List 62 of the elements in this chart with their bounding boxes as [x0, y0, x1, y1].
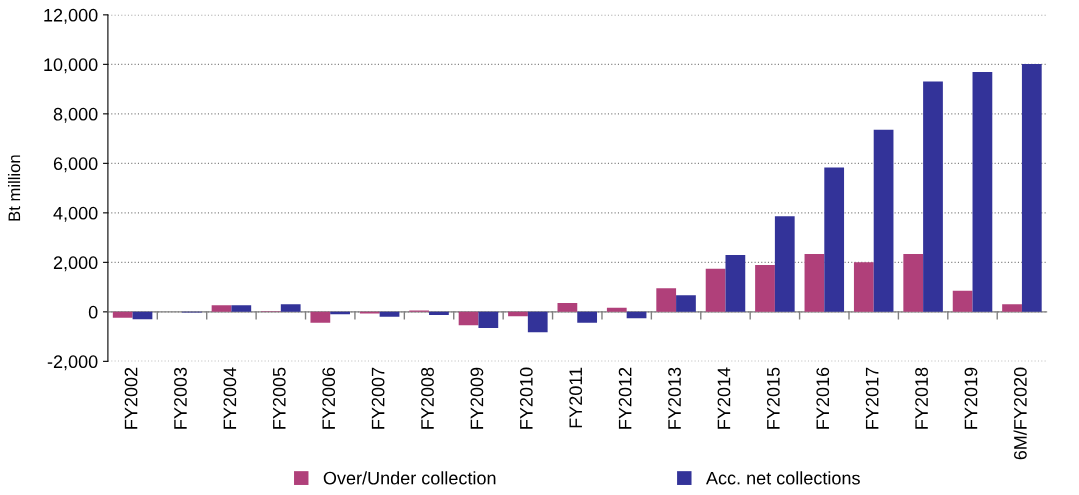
bar — [577, 311, 598, 323]
bar — [903, 253, 924, 312]
bar — [557, 302, 578, 312]
bar — [132, 311, 153, 320]
legend-label: Acc. net collections — [706, 471, 860, 485]
bar — [458, 311, 479, 326]
y-tick-label: 0 — [88, 305, 98, 319]
bar — [429, 311, 449, 316]
x-tick-label: FY2012 — [618, 367, 632, 429]
bar — [705, 268, 726, 312]
legend-label: Over/Under collection — [323, 471, 496, 485]
y-tick-label: 8,000 — [53, 107, 98, 123]
bar — [804, 253, 825, 312]
x-tick-label: FY2006 — [322, 367, 336, 429]
bar — [606, 307, 627, 312]
y-tick-label: -2,000 — [47, 355, 98, 371]
x-tick-label: FY2002 — [124, 367, 138, 429]
bar — [626, 311, 647, 319]
y-tick-label: 12,000 — [44, 8, 98, 24]
y-tick-label: 4,000 — [53, 206, 98, 222]
bar — [873, 129, 894, 312]
bar — [211, 305, 232, 312]
y-axis-title: Bt million — [7, 155, 21, 221]
x-tick-label: FY2007 — [371, 367, 385, 429]
bar — [656, 288, 677, 312]
bar — [1002, 304, 1022, 312]
x-tick-label: FY2009 — [470, 367, 484, 429]
bar — [112, 311, 133, 318]
x-tick-label: FY2017 — [865, 367, 879, 429]
x-tick-label: FY2016 — [816, 367, 830, 429]
bar — [853, 262, 874, 312]
bar — [725, 254, 746, 312]
bar — [379, 311, 400, 317]
y-tick-label: 6,000 — [53, 157, 98, 173]
bar — [527, 311, 548, 333]
bar — [1021, 64, 1042, 312]
bar — [952, 290, 973, 312]
x-tick-label: 6M/FY2020 — [1013, 367, 1027, 460]
bar — [923, 81, 943, 312]
x-tick-label: FY2014 — [717, 367, 731, 429]
bar — [508, 311, 528, 317]
x-tick-label: FY2010 — [519, 367, 533, 429]
bar — [310, 311, 331, 323]
y-tick-label: 10,000 — [44, 58, 98, 74]
bar — [972, 72, 993, 312]
bar — [676, 295, 696, 312]
x-tick-label: FY2004 — [223, 367, 237, 429]
x-tick-label: FY2018 — [915, 367, 928, 429]
x-tick-label: FY2003 — [174, 367, 187, 429]
bar — [231, 305, 252, 312]
x-tick-label: FY2013 — [668, 367, 681, 429]
x-tick-label: FY2011 — [569, 367, 583, 428]
x-tick-label: FY2019 — [964, 367, 978, 429]
y-tick-label: 2,000 — [53, 256, 98, 272]
bar — [824, 167, 845, 312]
x-tick-label: FY2015 — [766, 367, 780, 429]
bar — [755, 265, 775, 312]
bar — [774, 216, 795, 312]
x-tick-label: FY2008 — [421, 367, 434, 429]
bar — [280, 304, 301, 312]
x-tick-label: FY2005 — [272, 367, 286, 429]
bar — [478, 311, 499, 328]
